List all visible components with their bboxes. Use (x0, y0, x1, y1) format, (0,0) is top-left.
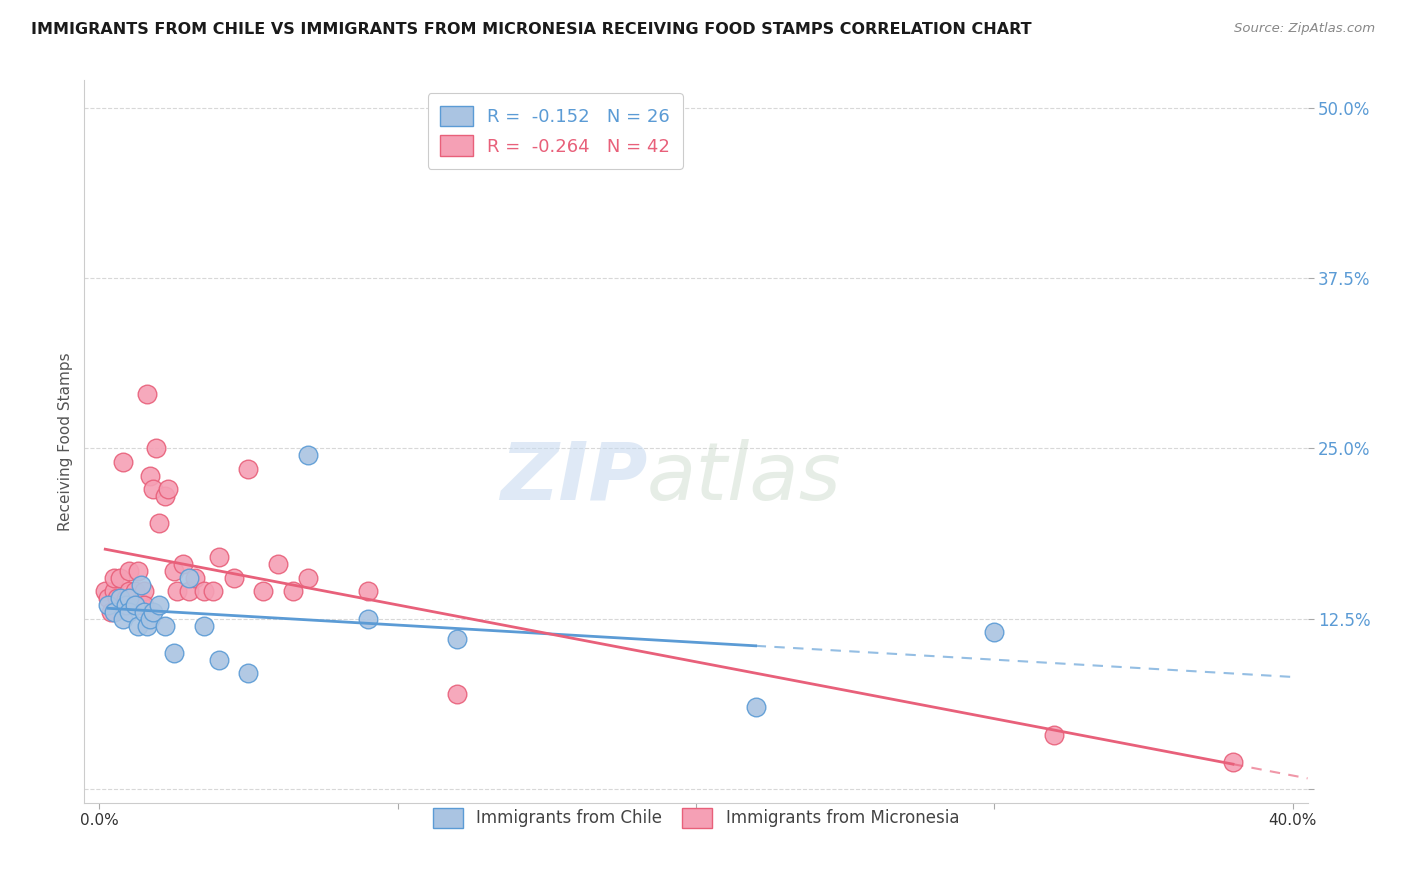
Point (184, 571, 207, 585)
Point (124, 598, 146, 612)
Point (446, 632, 468, 647)
Point (139, 468, 162, 483)
Point (153, 618, 176, 632)
Point (357, 612, 380, 626)
Point (177, 571, 200, 585)
Point (132, 598, 155, 612)
Point (103, 605, 125, 619)
Point (142, 482, 165, 496)
Text: Source: ZipAtlas.com: Source: ZipAtlas.com (1234, 22, 1375, 36)
Point (136, 387, 159, 401)
Point (112, 455, 135, 469)
Point (118, 584, 141, 599)
Point (145, 442, 167, 456)
Point (127, 564, 149, 578)
Point (163, 646, 186, 660)
Point (142, 605, 165, 619)
Text: IMMIGRANTS FROM CHILE VS IMMIGRANTS FROM MICRONESIA RECEIVING FOOD STAMPS CORREL: IMMIGRANTS FROM CHILE VS IMMIGRANTS FROM… (31, 22, 1032, 37)
Point (115, 598, 138, 612)
Point (97, 598, 120, 612)
Point (446, 687, 468, 701)
Point (297, 448, 319, 462)
Point (97, 591, 120, 606)
Point (357, 584, 380, 599)
Point (118, 605, 141, 619)
Point (129, 577, 152, 591)
Point (129, 598, 152, 612)
Legend: Immigrants from Chile, Immigrants from Micronesia: Immigrants from Chile, Immigrants from M… (426, 802, 966, 834)
Point (252, 584, 274, 599)
Point (1043, 728, 1066, 742)
Point (108, 571, 131, 585)
Point (148, 598, 170, 612)
Point (267, 558, 290, 572)
Point (744, 700, 766, 714)
Point (127, 618, 149, 632)
Point (103, 584, 125, 599)
Point (283, 584, 305, 599)
Text: ZIP: ZIP (499, 439, 647, 516)
Point (201, 584, 224, 599)
Point (136, 618, 159, 632)
Point (1222, 755, 1244, 769)
Point (108, 591, 131, 606)
Point (103, 571, 125, 585)
Text: atlas: atlas (647, 439, 842, 516)
Point (94, 584, 117, 599)
Point (238, 666, 260, 681)
Point (193, 584, 215, 599)
Point (156, 482, 179, 496)
Point (166, 584, 188, 599)
Point (132, 584, 155, 599)
Point (115, 591, 138, 606)
Point (172, 558, 194, 572)
Point (100, 605, 122, 619)
Point (163, 564, 186, 578)
Point (105, 591, 128, 606)
Point (139, 612, 162, 626)
Point (121, 591, 143, 606)
Point (112, 612, 135, 626)
Point (297, 571, 319, 585)
Y-axis label: Receiving Food Stamps: Receiving Food Stamps (58, 352, 73, 531)
Point (132, 605, 155, 619)
Point (124, 584, 146, 599)
Point (193, 618, 215, 632)
Point (118, 564, 141, 578)
Point (207, 550, 229, 565)
Point (118, 591, 141, 606)
Point (983, 625, 1005, 640)
Point (148, 516, 170, 531)
Point (207, 653, 229, 667)
Point (177, 584, 200, 599)
Point (153, 489, 176, 503)
Point (222, 571, 245, 585)
Point (238, 462, 260, 476)
